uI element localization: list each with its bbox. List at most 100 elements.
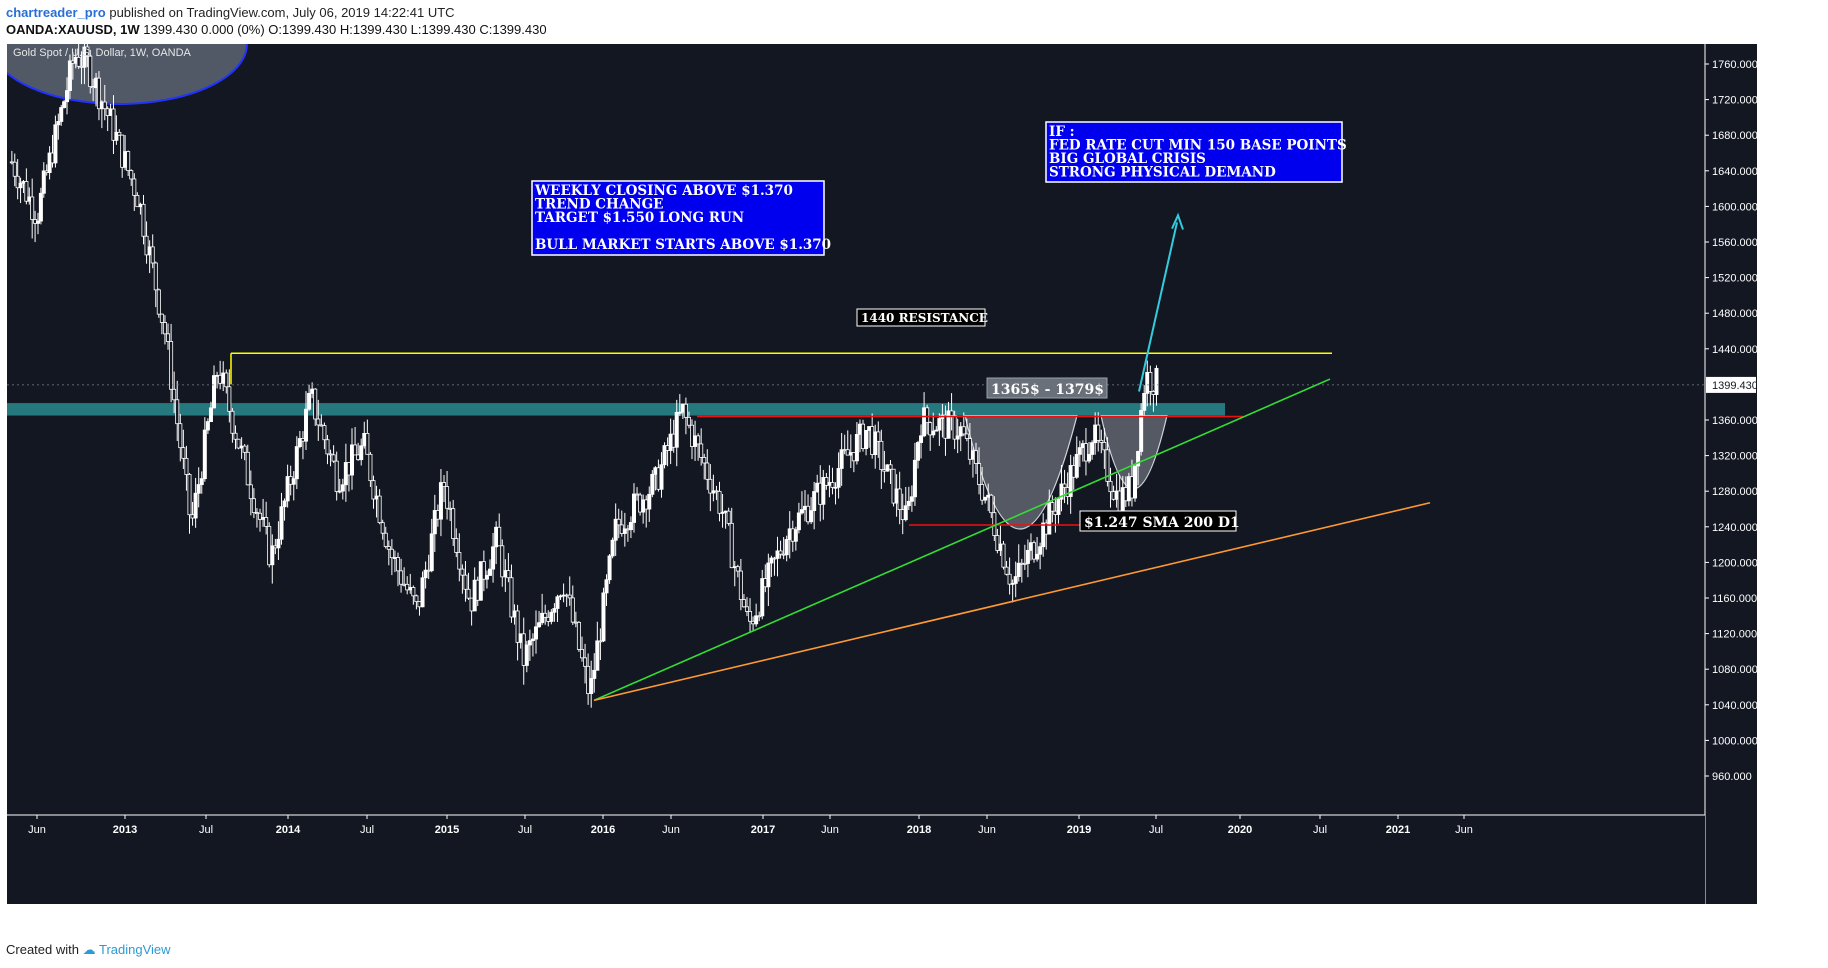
candle-body (964, 433, 969, 439)
target-arrow-head (1171, 212, 1184, 230)
publish-info: published on TradingView.com, July 06, 2… (109, 5, 455, 20)
candle-body (282, 500, 287, 508)
author-link[interactable]: chartreader_pro (6, 5, 106, 20)
tradingview-logo-icon[interactable]: ☁ (82, 942, 96, 957)
candle-body (757, 615, 762, 618)
candle-body (1007, 573, 1012, 585)
ohlc-values: 1399.430 0.000 (0%) O:1399.430 H:1399.43… (143, 22, 547, 37)
price-axis-bg (1705, 44, 1757, 904)
candle-body (729, 522, 734, 569)
candle-body (59, 107, 64, 122)
candle-body (974, 450, 979, 464)
candle-body (897, 488, 902, 511)
price-tick-label: 1280.000 (1712, 486, 1757, 498)
candle-body (543, 612, 548, 618)
candle-body (230, 410, 235, 434)
candle-body (537, 622, 542, 628)
candle-body (202, 429, 207, 480)
candle-body (919, 435, 924, 443)
candle-body (184, 457, 189, 475)
candle-body (248, 484, 253, 500)
candle-body (199, 478, 204, 485)
candle-body (992, 512, 997, 536)
price-tick-label: 1640.000 (1712, 166, 1757, 178)
candle-body (796, 512, 801, 531)
candle-body (1047, 502, 1052, 535)
candle-body (276, 538, 281, 549)
range-label-bg (986, 377, 1108, 399)
candle-body (102, 101, 107, 110)
candle-body (350, 444, 355, 476)
candle-body (497, 526, 502, 547)
candle-body (650, 473, 655, 495)
target-arrow-line (1138, 222, 1178, 392)
support-band (7, 403, 1225, 416)
candle-body (552, 608, 557, 613)
candle-body (1010, 583, 1015, 585)
candle-body (96, 77, 101, 110)
price-tick-label: 1320.000 (1712, 451, 1757, 463)
candle-body (258, 512, 263, 520)
candle-body (1142, 392, 1147, 411)
weekly-note-box-line: WEEKLY CLOSING ABOVE $1.370 (534, 183, 793, 199)
price-tick-label: 1560.000 (1712, 237, 1757, 249)
candle-body (82, 46, 87, 68)
time-axis-bg (7, 815, 1705, 904)
candle-body (172, 388, 177, 401)
candle-body (952, 415, 957, 440)
candle-body (233, 432, 238, 440)
candle-body (1013, 576, 1018, 584)
candle-body (766, 562, 771, 588)
candle-body (738, 570, 743, 600)
candle-body (377, 495, 382, 524)
candle-body (530, 638, 535, 642)
candle-body (760, 578, 765, 617)
candle-body (117, 131, 122, 136)
chart-panel[interactable]: 1760.000 1720.000 1680.000 1640.000 1600.000… (0, 0, 1758, 904)
candle-body (313, 388, 318, 420)
candle-body (396, 557, 401, 572)
time-tick-label: Jul (1149, 824, 1163, 836)
candle-body (264, 517, 269, 527)
candle-body (389, 548, 394, 559)
candle-body (570, 597, 575, 623)
candle-body (595, 640, 600, 671)
price-chart[interactable]: 1760.000 1720.000 1680.000 1640.000 1600.000… (0, 0, 1758, 904)
candle-body (793, 529, 798, 542)
candle-body (325, 439, 330, 455)
candle-body (686, 416, 691, 426)
candle-body (1077, 447, 1082, 455)
plot-background (7, 44, 1757, 904)
symbol-line: OANDA:XAUUSD, 1W 1399.430 0.000 (0%) O:1… (6, 22, 547, 37)
candle-body (30, 196, 35, 220)
candle-body (1001, 543, 1006, 568)
candle-body (38, 192, 43, 222)
candle-body (533, 626, 538, 640)
time-tick-label: 2014 (276, 824, 301, 836)
candle-body (24, 181, 29, 202)
candle-body (720, 512, 725, 514)
candle-body (208, 407, 213, 423)
candle-body (601, 592, 606, 642)
time-tick-label: Jun (1455, 824, 1473, 836)
candle-body (821, 477, 826, 505)
candle-body (509, 577, 514, 618)
time-tick-label: Jun (28, 824, 46, 836)
range-label: 1365$ - 1379$ (991, 382, 1104, 398)
candle-body (683, 403, 688, 418)
candle-body (12, 161, 17, 177)
candle-body (279, 506, 284, 540)
time-tick-label: 2019 (1067, 824, 1091, 836)
candle-body (824, 477, 829, 486)
candle-body (604, 579, 609, 594)
candle-body (989, 494, 994, 514)
weekly-note-box (531, 180, 825, 256)
price-tick-label: 1240.000 (1712, 522, 1757, 534)
candle-body (399, 570, 404, 585)
time-tick-label: Jul (518, 824, 532, 836)
candle-body (445, 486, 450, 509)
tradingview-brand[interactable]: TradingView (99, 942, 171, 957)
sma-label-bg (1079, 510, 1237, 532)
candle-body (56, 121, 61, 126)
candle-body (891, 468, 896, 504)
